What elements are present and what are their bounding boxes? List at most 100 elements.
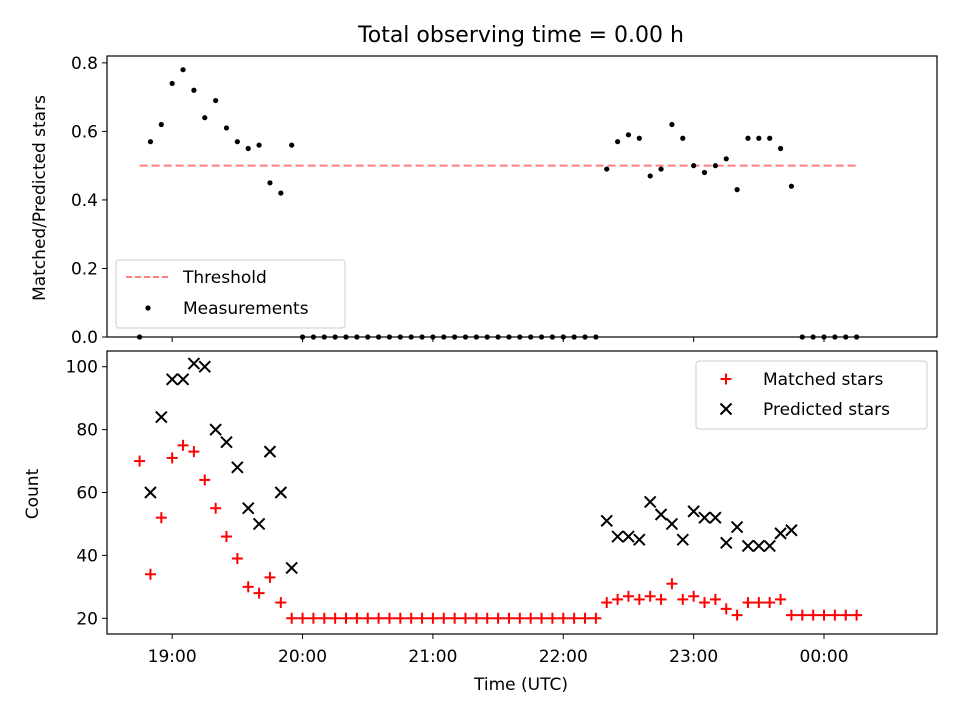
predicted-star-point bbox=[252, 517, 266, 531]
matched-star-point bbox=[166, 452, 178, 464]
x-tick-label: 21:00 bbox=[408, 647, 457, 667]
measurement-point bbox=[734, 187, 740, 193]
measurement-point bbox=[158, 121, 164, 128]
bottom-y-tick-label: 100 bbox=[66, 358, 98, 378]
matched-star-point bbox=[622, 590, 634, 602]
matched-star-point bbox=[655, 593, 667, 605]
bottom-axes-frame bbox=[106, 350, 938, 635]
matched-star-point bbox=[210, 502, 222, 514]
top-y-tick-label: 0.6 bbox=[71, 122, 98, 142]
predicted-star-point bbox=[611, 530, 624, 543]
matched-star-point bbox=[731, 609, 743, 621]
predicted-star-point bbox=[209, 423, 222, 436]
bottom-y-tick-label: 80 bbox=[76, 421, 98, 441]
predicted-star-point bbox=[263, 445, 277, 458]
predicted-star-point bbox=[709, 511, 722, 524]
matched-star-point bbox=[307, 612, 319, 624]
matched-star-point bbox=[394, 612, 406, 624]
matched-star-point bbox=[601, 597, 613, 609]
predicted-star-point bbox=[198, 360, 211, 373]
matched-star-point bbox=[264, 571, 276, 583]
matched-star-point bbox=[481, 612, 493, 624]
x-tick-label: 22:00 bbox=[539, 647, 588, 667]
predicted-star-point bbox=[741, 539, 755, 553]
measurement-point bbox=[723, 156, 729, 162]
top-y-tick-label: 0.2 bbox=[71, 259, 98, 279]
matched-star-point bbox=[764, 597, 776, 609]
matched-star-point bbox=[557, 612, 569, 624]
matched-star-point bbox=[362, 612, 374, 624]
matched-star-point bbox=[199, 474, 211, 486]
matched-star-point bbox=[383, 612, 395, 624]
matched-star-point bbox=[329, 612, 341, 624]
matched-star-point bbox=[492, 612, 504, 624]
predicted-star-point bbox=[698, 511, 711, 524]
measurements-legend-label: Measurements bbox=[183, 299, 309, 319]
predicted-star-point bbox=[774, 527, 787, 540]
matched-star-point bbox=[742, 597, 754, 609]
predicted-star-point bbox=[665, 517, 679, 531]
matched-star-point bbox=[536, 612, 548, 624]
matched-star-point bbox=[818, 609, 830, 621]
predicted-star-point bbox=[785, 524, 798, 537]
matched-star-point bbox=[785, 609, 797, 621]
predicted-star-point bbox=[676, 533, 689, 546]
measurement-point bbox=[756, 135, 762, 141]
matched-star-point bbox=[318, 612, 330, 624]
matched-star-point bbox=[514, 612, 526, 624]
predicted-star-point bbox=[176, 373, 190, 386]
predicted-star-point bbox=[155, 410, 168, 424]
bottom-y-tick-label: 40 bbox=[76, 546, 98, 566]
matched-star-point bbox=[829, 609, 841, 621]
measurement-point bbox=[615, 139, 621, 145]
matched-star-point bbox=[503, 612, 515, 624]
matched-star-point bbox=[546, 612, 558, 624]
threshold-legend-label: Threshold bbox=[182, 268, 267, 288]
matched-star-point bbox=[709, 593, 721, 605]
matched-star-point bbox=[720, 603, 732, 615]
bottom-legend-box bbox=[695, 360, 928, 430]
predicted-star-point bbox=[600, 514, 613, 528]
measurement-point bbox=[788, 183, 795, 189]
measurement-point bbox=[289, 142, 295, 148]
predicted-star-point bbox=[654, 508, 668, 521]
matched-star-point bbox=[253, 587, 265, 599]
predicted-star-point bbox=[187, 357, 201, 370]
predicted-star-point bbox=[144, 486, 157, 499]
matched-star-point bbox=[449, 612, 461, 624]
top-axes-frame bbox=[106, 55, 938, 338]
measurement-point bbox=[712, 163, 718, 169]
measurement-point bbox=[256, 142, 262, 148]
matched-star-point bbox=[340, 612, 352, 624]
x-tick-label: 00:00 bbox=[800, 647, 849, 667]
measurement-point bbox=[147, 139, 154, 145]
predicted-star-point bbox=[720, 536, 733, 550]
x-axis-label: Time (UTC) bbox=[473, 675, 568, 695]
top-y-axis-label: Matched/Predicted stars bbox=[30, 95, 50, 301]
top-y-tick-label: 0.4 bbox=[71, 191, 98, 211]
measurement-point bbox=[169, 80, 175, 87]
matched-star-point bbox=[612, 593, 624, 605]
top-y-tick-label: 0.0 bbox=[71, 328, 98, 348]
matched-star-point bbox=[851, 609, 863, 621]
predicted-star-point bbox=[242, 502, 255, 515]
matched-star-point bbox=[134, 455, 146, 467]
predicted-star-point bbox=[643, 495, 657, 509]
predicted-star-point bbox=[633, 533, 646, 546]
matched-star-point bbox=[405, 612, 417, 624]
predicted-star-point bbox=[687, 505, 700, 518]
matched-star-point bbox=[351, 612, 363, 624]
top-y-tick-label: 0.8 bbox=[71, 54, 98, 74]
matched-star-point bbox=[666, 578, 678, 590]
bottom-legend: Matched stars Predicted stars bbox=[695, 360, 928, 430]
matched-star-point bbox=[633, 593, 645, 605]
bottom-y-tick-label: 60 bbox=[76, 484, 98, 504]
measurement-point bbox=[234, 139, 240, 145]
measurement-point bbox=[745, 135, 751, 141]
predicted-star-point bbox=[752, 539, 766, 553]
matched-star-point bbox=[840, 609, 852, 621]
matched-star-point bbox=[525, 612, 537, 624]
top-legend: Threshold Measurements bbox=[115, 259, 346, 329]
matched-star-point bbox=[297, 612, 309, 624]
